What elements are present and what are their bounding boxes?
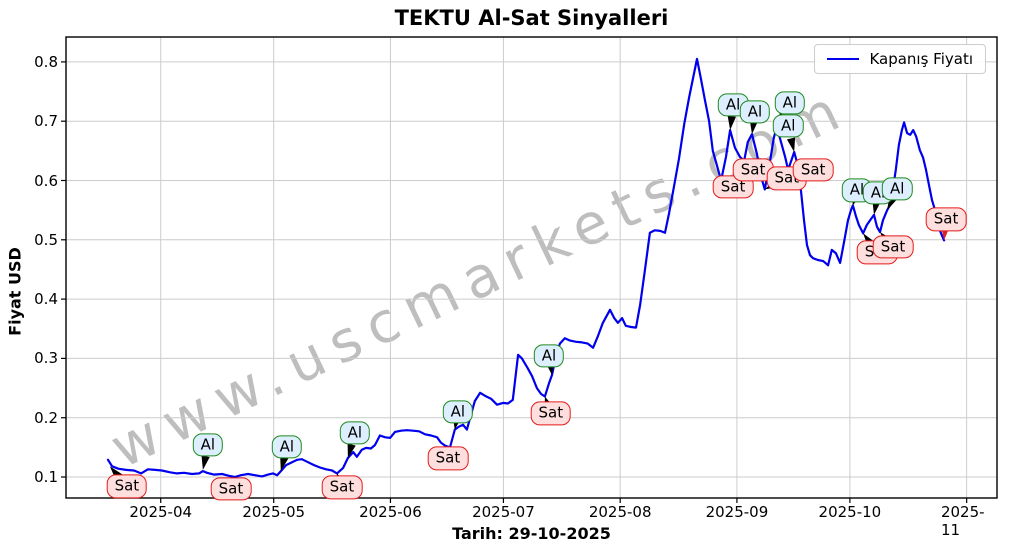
x-tick-label: 2025-07: [472, 503, 535, 521]
x-tick-label: 2025-04: [129, 503, 193, 521]
buy-signal-badge: Al: [774, 91, 806, 115]
legend: Kapanış Fiyatı: [814, 44, 986, 74]
y-tick-label: 0.3: [34, 349, 58, 368]
sell-signal-badge: Sat: [872, 235, 914, 259]
y-tick-label: 0.6: [34, 171, 58, 190]
buy-signal-badge: Al: [442, 399, 474, 424]
x-axis-title: Tarih: 29-10-2025: [452, 524, 611, 543]
x-tick-label: 2025-09: [705, 503, 769, 521]
sell-signal-badge: Sat: [925, 207, 967, 232]
x-tick-label: 2025-10: [818, 503, 882, 521]
sell-signal-badge: Sat: [427, 446, 469, 470]
buy-signal-badge: Al: [271, 435, 303, 459]
y-tick-label: 0.5: [34, 230, 58, 249]
buy-signal-badge: Al: [881, 177, 913, 201]
y-tick-label: 0.4: [34, 290, 58, 309]
y-tick-label: 0.8: [34, 52, 58, 71]
y-axis-title: Fiyat USD: [5, 247, 25, 336]
legend-label: Kapanış Fiyatı: [869, 50, 973, 68]
chart-title: TEKTU Al-Sat Sinyalleri: [394, 6, 669, 30]
sell-signal-badge: Sat: [321, 475, 363, 500]
sell-signal-badge: Sat: [210, 477, 252, 501]
sell-signal-badge: Sat: [792, 158, 834, 182]
buy-signal-badge: Al: [192, 433, 224, 457]
x-tick-label: 2025-08: [588, 503, 652, 521]
buy-signal-badge: Al: [772, 114, 804, 138]
x-tick-label: 2025-11: [940, 503, 985, 539]
y-tick-label: 0.1: [34, 468, 58, 486]
sell-signal-badge: Sat: [530, 401, 572, 425]
buy-signal-badge: Al: [533, 344, 565, 368]
x-tick-label: 2025-05: [242, 503, 306, 521]
buy-signal-badge: Al: [739, 100, 771, 124]
x-tick-label: 2025-06: [359, 503, 422, 521]
y-tick-label: 0.2: [34, 408, 58, 427]
y-tick-label: 0.7: [34, 112, 58, 131]
legend-line-swatch: [827, 58, 860, 60]
sell-signal-badge: Sat: [106, 474, 148, 498]
buy-signal-badge: Al: [339, 421, 371, 445]
